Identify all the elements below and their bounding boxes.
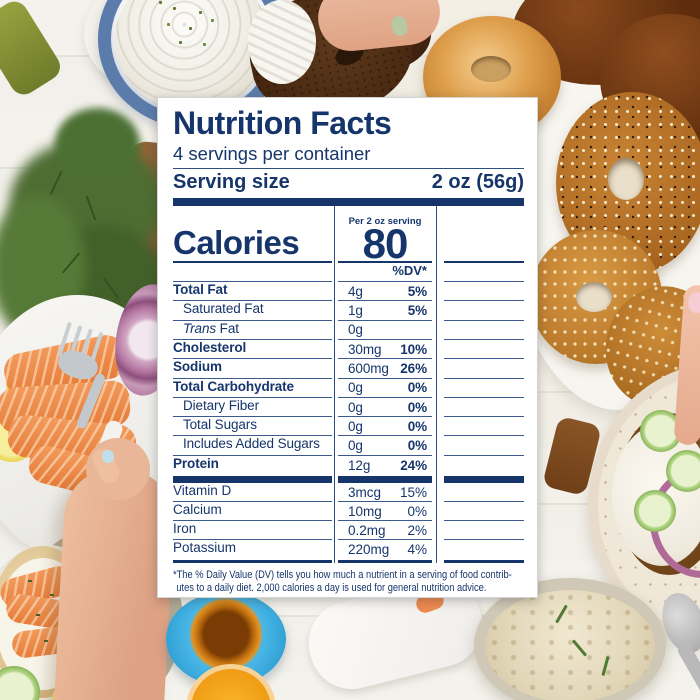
calories-value-cell: Per 2 oz serving 80 — [338, 206, 432, 267]
write-in-cell — [444, 417, 524, 437]
dv-header-row: %DV* — [173, 263, 524, 283]
write-in-cell — [444, 398, 524, 418]
nutrient-row: Saturated Fat 1g 5% — [173, 301, 524, 321]
write-in-cell — [444, 340, 524, 360]
column-divider — [436, 206, 437, 564]
write-in-cell — [444, 282, 524, 302]
label-columns: Calories Per 2 oz serving 80 %DV* Total … — [173, 206, 524, 564]
nutrient-row: Trans Fat 0g — [173, 321, 524, 340]
cucumber-slice — [666, 450, 700, 492]
write-in-cell — [444, 521, 524, 541]
bagel-hole — [471, 56, 511, 82]
write-in-cell — [444, 359, 524, 379]
parsley — [55, 108, 140, 180]
nutrient-row: Includes Added Sugars 0g 0% — [173, 436, 524, 456]
write-in-cell — [444, 301, 524, 321]
calories-word-cell: Calories — [173, 206, 332, 264]
write-in-cell — [444, 263, 524, 283]
per-serving-label: Per 2 oz serving — [348, 215, 422, 227]
serving-size-label: Serving size — [173, 171, 290, 194]
serving-size-row: Serving size 2 oz (56g) — [173, 169, 524, 196]
cream-cheese-smear — [248, 0, 316, 84]
dv-footnote: *The % Daily Value (DV) tells you how mu… — [173, 569, 512, 595]
write-in-cell — [444, 540, 524, 559]
bagel-hole — [576, 282, 612, 312]
write-in-cell — [444, 456, 524, 475]
micronutrient-row: Calcium 10mg 0% — [173, 502, 524, 522]
servings-per-container: 4 servings per container — [173, 142, 371, 164]
micronutrient-row: Vitamin D 3mcg 15% — [173, 483, 524, 503]
asparagus — [0, 0, 66, 100]
column-divider — [334, 206, 335, 564]
nutrient-row: Total Carbohydrate 0g 0% — [173, 379, 524, 398]
divider — [173, 168, 524, 170]
write-in-cell — [444, 206, 524, 264]
dv-header: %DV* — [338, 263, 432, 283]
label-title: Nutrition Facts — [173, 105, 392, 141]
nutrition-facts-label: Nutrition Facts 4 servings per container… — [157, 97, 538, 598]
micronutrient-row: Iron 0.2mg 2% — [173, 521, 524, 541]
fingernail — [687, 291, 700, 314]
micronutrient-row: Potassium 220mg 4% — [173, 540, 524, 559]
serving-size-value: 2 oz (56g) — [431, 171, 524, 194]
hummus-bowl — [474, 578, 666, 700]
nutrient-row: Sodium 600mg 26% — [173, 359, 524, 379]
nutrient-row: Total Sugars 0g 0% — [173, 417, 524, 437]
fingernail — [102, 450, 114, 463]
thick-divider — [173, 198, 524, 207]
nutrient-row: Dietary Fiber 0g 0% — [173, 398, 524, 418]
chive-garnish — [28, 580, 32, 582]
calories-label: Calories — [173, 223, 300, 261]
whipped-cream-cheese — [115, 0, 269, 111]
nutrient-row: Protein 12g 24% — [173, 456, 524, 475]
write-in-cell — [444, 502, 524, 522]
chive-garnish — [159, 1, 162, 4]
write-in-cell — [444, 379, 524, 398]
cucumber-slice — [634, 490, 676, 532]
nutrient-row: Total Fat 4g 5% — [173, 282, 524, 302]
hummus — [485, 590, 655, 700]
calories-value: 80 — [362, 219, 409, 267]
nutrient-row: Cholesterol 30mg 10% — [173, 340, 524, 360]
write-in-cell — [444, 321, 524, 340]
write-in-cell — [444, 483, 524, 503]
bagel-hole — [608, 158, 644, 200]
section-bar — [173, 559, 524, 564]
write-in-cell — [444, 436, 524, 456]
calories-row: Calories Per 2 oz serving 80 — [173, 206, 524, 267]
section-bar — [173, 475, 524, 484]
